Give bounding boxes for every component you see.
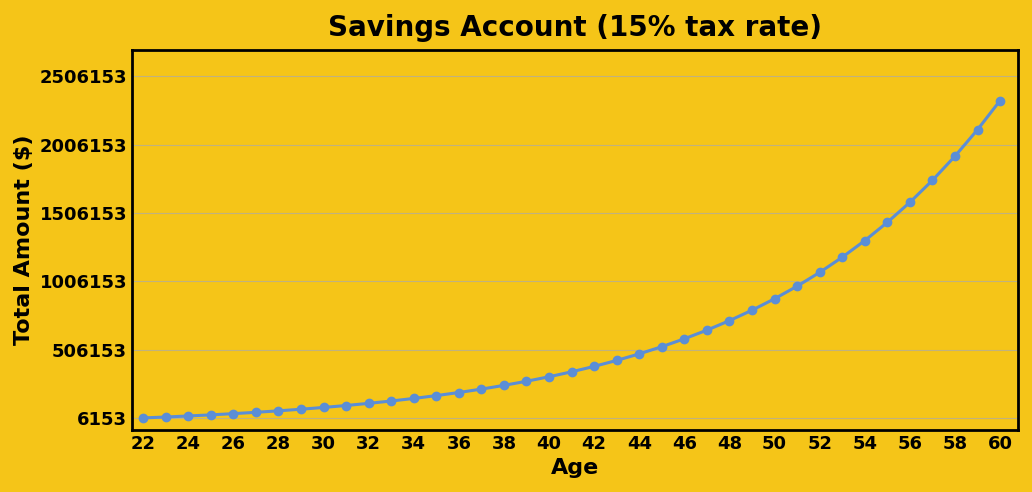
Y-axis label: Total Amount ($): Total Amount ($) — [13, 134, 34, 345]
Title: Savings Account (15% tax rate): Savings Account (15% tax rate) — [328, 14, 821, 42]
X-axis label: Age: Age — [551, 458, 600, 478]
